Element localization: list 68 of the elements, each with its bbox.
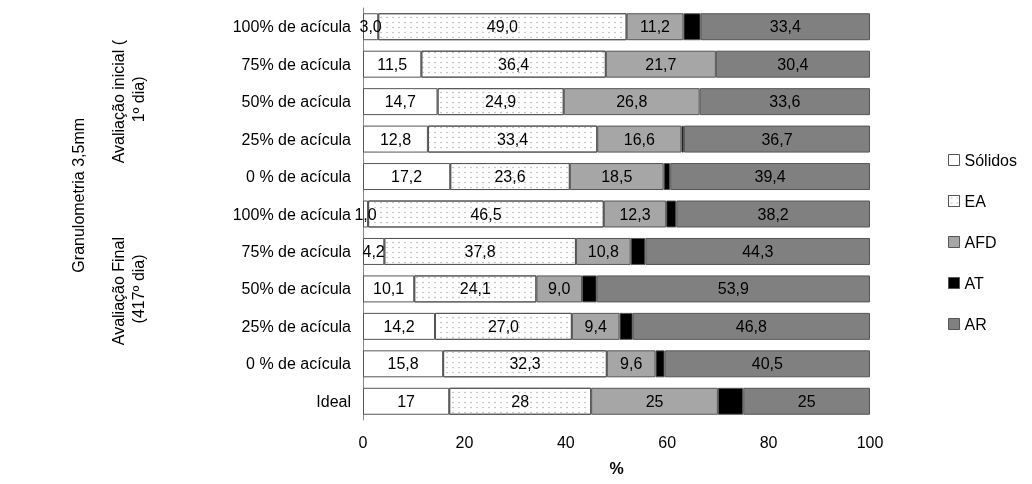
legend-label: EA: [964, 192, 987, 210]
y-tick-label: 0 % de acícula: [246, 355, 352, 373]
data-label: 10,8: [587, 242, 619, 260]
data-label: 12,8: [379, 130, 412, 148]
y-tick-label: 100% de acícula: [232, 18, 352, 36]
data-label: 53,9: [717, 280, 750, 298]
legend-label: AFD: [964, 233, 997, 251]
data-label: 18,5: [601, 168, 633, 186]
x-tick-label: 80: [759, 433, 778, 451]
y-tick-label: 0 % de acícula: [246, 168, 352, 186]
y-tick-label: 50% de acícula: [241, 93, 352, 111]
data-label: 46,8: [735, 317, 768, 335]
data-label: 36,4: [498, 55, 530, 73]
data-label: 40,5: [751, 355, 783, 373]
data-label: 21,7: [645, 55, 677, 73]
data-label: 11,2: [640, 18, 671, 36]
x-tick-label: 0: [358, 433, 368, 451]
text: Granulometria 3,5mm: [69, 117, 87, 273]
x-tick-label: 40: [556, 433, 575, 451]
y-tick-label: Ideal: [316, 392, 351, 410]
x-tick-label: 20: [455, 433, 474, 451]
y-tick-label: 25% de acícula: [241, 317, 352, 335]
legend-label: AR: [964, 315, 987, 333]
x-axis-title: %: [609, 459, 624, 477]
data-label: 12,3: [619, 205, 651, 223]
data-label: 14,7: [384, 93, 416, 111]
data-label: 9,4: [584, 317, 607, 335]
data-label: 38,2: [757, 205, 789, 223]
data-label: 28: [511, 392, 530, 410]
data-label: 17: [397, 392, 416, 410]
legend-label: AT: [964, 274, 985, 292]
data-label: 44,3: [742, 242, 774, 260]
y-tick-label: 25% de acícula: [241, 130, 352, 148]
x-tick-label: 100: [856, 433, 884, 451]
legend-label: Sólidos: [964, 151, 1018, 169]
data-label: 15,8: [387, 355, 419, 373]
data-label: 30,4: [777, 55, 809, 73]
data-label: 24,1: [459, 280, 491, 298]
data-label: 24,9: [485, 93, 517, 111]
data-label: 39,4: [754, 168, 786, 186]
bar: [683, 125, 870, 153]
data-label: 27,0: [487, 317, 520, 335]
y-tick-label: 75% de acícula: [241, 55, 352, 73]
data-label: 10,1: [373, 280, 405, 298]
data-label: 33,6: [769, 93, 801, 111]
data-label: 33,4: [769, 18, 801, 36]
y-tick-label: 50% de acícula: [241, 280, 352, 298]
data-label: 25: [797, 392, 816, 410]
data-label: 14,2: [383, 317, 415, 335]
data-label: 33,4: [496, 130, 529, 148]
data-label: 23,6: [494, 168, 526, 186]
data-label: 17,2: [391, 168, 423, 186]
data-label: 37,8: [464, 242, 496, 260]
data-label: 9,6: [620, 355, 643, 373]
data-label: 46,5: [470, 205, 502, 223]
data-label: 9,0: [548, 280, 571, 298]
x-tick-label: 60: [658, 433, 677, 451]
data-label: 32,3: [509, 355, 541, 373]
data-label: 16,6: [623, 130, 655, 148]
data-label: 49,0: [486, 18, 519, 36]
y-tick-label: 75% de acícula: [241, 242, 352, 260]
y-tick-label: 100% de acícula: [232, 205, 352, 223]
data-label: 36,7: [761, 130, 793, 148]
data-label: 11,5: [377, 55, 408, 73]
data-label: 26,8: [616, 93, 648, 111]
text: Avaliação inicial ( 1º dia): [109, 39, 147, 164]
data-label: 25: [645, 392, 664, 410]
text: Avaliação Final (417º dia): [109, 232, 147, 346]
